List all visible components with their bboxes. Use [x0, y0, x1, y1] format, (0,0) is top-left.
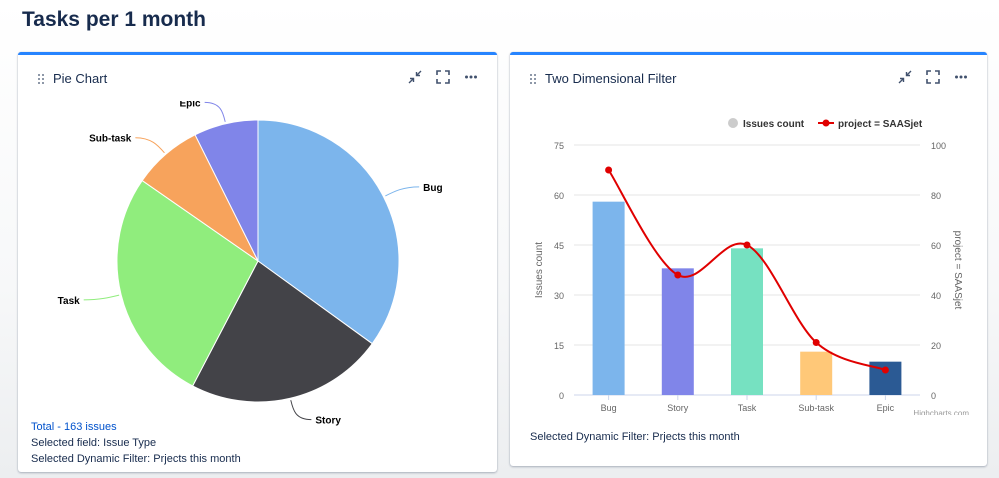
bar-story [661, 268, 694, 395]
x-tick-label: Bug [601, 403, 617, 413]
shrink-icon[interactable] [897, 69, 913, 85]
x-tick-label: Sub-task [798, 403, 834, 413]
y-tick-label: 45 [554, 241, 564, 251]
selected-field-text: Selected field: Issue Type [31, 437, 157, 449]
expand-icon[interactable] [435, 69, 451, 85]
spline-point [881, 366, 889, 374]
spline-point [605, 166, 613, 174]
gadget-header: Pie Chart [18, 55, 497, 101]
y-axis-title: Issues count [534, 242, 545, 298]
drag-handle-icon[interactable] [530, 74, 536, 84]
pie-slice-bug [257, 119, 400, 345]
pie-slice-story [191, 260, 373, 403]
y-tick-label: 30 [554, 291, 564, 301]
bar-line-chart: 0 0 15 20 30 40 45 60 60 80 75 100 Issues count proje… [534, 118, 969, 415]
expand-icon[interactable] [925, 69, 941, 85]
pie-chart: Bug Story Task Sub-task Epic [58, 101, 443, 427]
more-icon[interactable] [463, 69, 479, 85]
gadget-title: Two Dimensional Filter [545, 71, 677, 86]
shrink-icon[interactable] [407, 69, 423, 85]
gadget-header: Two Dimensional Filter [510, 55, 987, 101]
pie-label: Sub-task [89, 134, 132, 145]
two-dimensional-filter-gadget: Two Dimensional Filter 0 0 15 20 30 40 45 60 60 8… [510, 52, 987, 466]
selected-filter-text: Selected Dynamic Filter: Prjects this mo… [530, 431, 740, 443]
pie-connector [290, 400, 312, 421]
bar-sub-task [800, 351, 833, 395]
pie-label: Bug [423, 183, 442, 194]
pie-chart-gadget: Pie Chart Bug Story Task Sub-task Epic Total… [18, 52, 497, 472]
pie-label: Epic [180, 101, 202, 109]
more-icon[interactable] [953, 69, 969, 85]
chart-credits: Highcharts.com [913, 409, 969, 415]
y-tick-label: 60 [554, 191, 564, 201]
y2-tick-label: 20 [931, 341, 941, 351]
bar-bug [592, 201, 625, 395]
spline-point [812, 339, 820, 346]
y2-tick-label: 60 [931, 241, 941, 251]
y-tick-label: 75 [554, 141, 564, 151]
y2-tick-label: 100 [931, 141, 946, 151]
y2-axis-title: project = SAASjet [952, 231, 963, 310]
y2-tick-label: 80 [931, 191, 941, 201]
y2-tick-label: 40 [931, 291, 941, 301]
gadget-title: Pie Chart [53, 71, 108, 86]
y-tick-label: 15 [554, 341, 564, 351]
pie-connector [135, 137, 165, 154]
selected-filter-text: Selected Dynamic Filter: Prjects this mo… [31, 453, 241, 465]
legend-marker-point [822, 119, 830, 127]
spline-point [674, 271, 682, 279]
pie-label: Story [315, 416, 341, 427]
legend-label: Issues count [743, 119, 805, 130]
page-title: Tasks per 1 month [22, 8, 206, 31]
legend-label: project = SAASjet [838, 119, 923, 130]
pie-connector [83, 294, 120, 301]
total-issues-link[interactable]: Total - 163 issues [31, 421, 117, 433]
pie-slice-task [116, 179, 259, 387]
x-tick-label: Task [738, 403, 757, 413]
y2-tick-label: 0 [931, 391, 936, 401]
drag-handle-icon[interactable] [38, 74, 44, 84]
pie-connector [385, 186, 420, 197]
x-tick-label: Epic [877, 403, 895, 413]
pie-connector [204, 101, 226, 122]
bar-task [731, 248, 763, 395]
x-tick-label: Story [667, 403, 689, 413]
spline-point [743, 241, 751, 249]
pie-label: Task [58, 296, 80, 307]
y-tick-label: 0 [559, 391, 564, 401]
pie-slice-epic [194, 119, 259, 262]
legend-marker-issues-count [728, 118, 738, 128]
